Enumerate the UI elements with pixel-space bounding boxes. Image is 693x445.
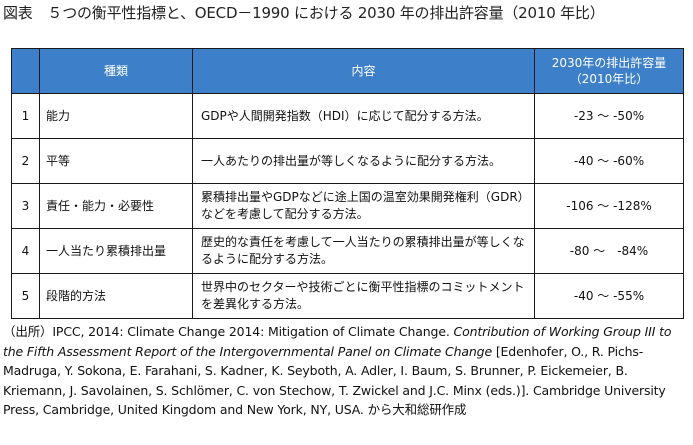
table-row: 3 責任・能力・必要性 累積排出量やGDPなどに途上国の温室効果開発権利（GDR… [11, 183, 684, 229]
table-header-row: 種類 内容 2030年の排出許容量 （2010年比） [11, 48, 684, 94]
header-number [11, 48, 40, 94]
row-type: 平等 [39, 138, 193, 184]
row-allowance: -40 ～ -55% [534, 273, 684, 319]
row-content: 一人あたりの排出量が等しくなるように配分する方法。 [192, 138, 535, 184]
equity-indicator-table: 種類 内容 2030年の排出許容量 （2010年比） 1 能力 GDPや人間開発… [11, 48, 684, 319]
header-allowance-line1: 2030年の排出許容量 [551, 56, 667, 70]
row-number: 5 [11, 273, 40, 319]
row-content: 累積排出量やGDPなどに途上国の温室効果開発権利（GDR）などを考慮して配分する… [192, 183, 535, 229]
table-row: 2 平等 一人あたりの排出量が等しくなるように配分する方法。 -40 ～ -60… [11, 138, 684, 184]
row-number: 2 [11, 138, 40, 184]
figure-title: 図表 ５つの衡平性指標と、OECD－1990 における 2030 年の排出許容量… [3, 4, 605, 22]
row-type: 責任・能力・必要性 [39, 183, 193, 229]
header-allowance-line2: （2010年比） [569, 72, 649, 86]
row-allowance: -106 ～ -128% [534, 183, 684, 229]
row-number: 4 [11, 228, 40, 274]
row-allowance: -80 ～ -84% [534, 228, 684, 274]
row-type: 能力 [39, 93, 193, 139]
source-report-title: Contribution of Working Group III to the… [3, 324, 672, 359]
table-row: 5 段階的方法 世界中のセクターや技術ごとに衡平性指標のコミットメントを差異化す… [11, 273, 684, 319]
row-content: 世界中のセクターや技術ごとに衡平性指標のコミットメントを差異化する方法。 [192, 273, 535, 319]
equity-indicator-table-container: 種類 内容 2030年の排出許容量 （2010年比） 1 能力 GDPや人間開発… [11, 48, 684, 319]
source-suffix: [Edenhofer, O., R. Pichs-Madruga, Y. Sok… [3, 343, 666, 418]
row-content: 歴史的な責任を考慮して一人当たりの累積排出量が等しくなるように配分する方法。 [192, 228, 535, 274]
row-number: 3 [11, 183, 40, 229]
table-row: 4 一人当たり累積排出量 歴史的な責任を考慮して一人当たりの累積排出量が等しくな… [11, 228, 684, 274]
header-allowance: 2030年の排出許容量 （2010年比） [534, 48, 684, 94]
header-type: 種類 [39, 48, 193, 94]
row-type: 一人当たり累積排出量 [39, 228, 193, 274]
row-allowance: -23 ～ -50% [534, 93, 684, 139]
row-type: 段階的方法 [39, 273, 193, 319]
table-row: 1 能力 GDPや人間開発指数（HDI）に応じて配分する方法。 -23 ～ -5… [11, 93, 684, 139]
source-note: （出所）IPCC, 2014: Climate Change 2014: Mit… [3, 322, 691, 420]
row-content: GDPや人間開発指数（HDI）に応じて配分する方法。 [192, 93, 535, 139]
source-prefix: （出所）IPCC, 2014: Climate Change 2014: Mit… [3, 324, 454, 339]
row-number: 1 [11, 93, 40, 139]
header-content: 内容 [192, 48, 535, 94]
row-allowance: -40 ～ -60% [534, 138, 684, 184]
